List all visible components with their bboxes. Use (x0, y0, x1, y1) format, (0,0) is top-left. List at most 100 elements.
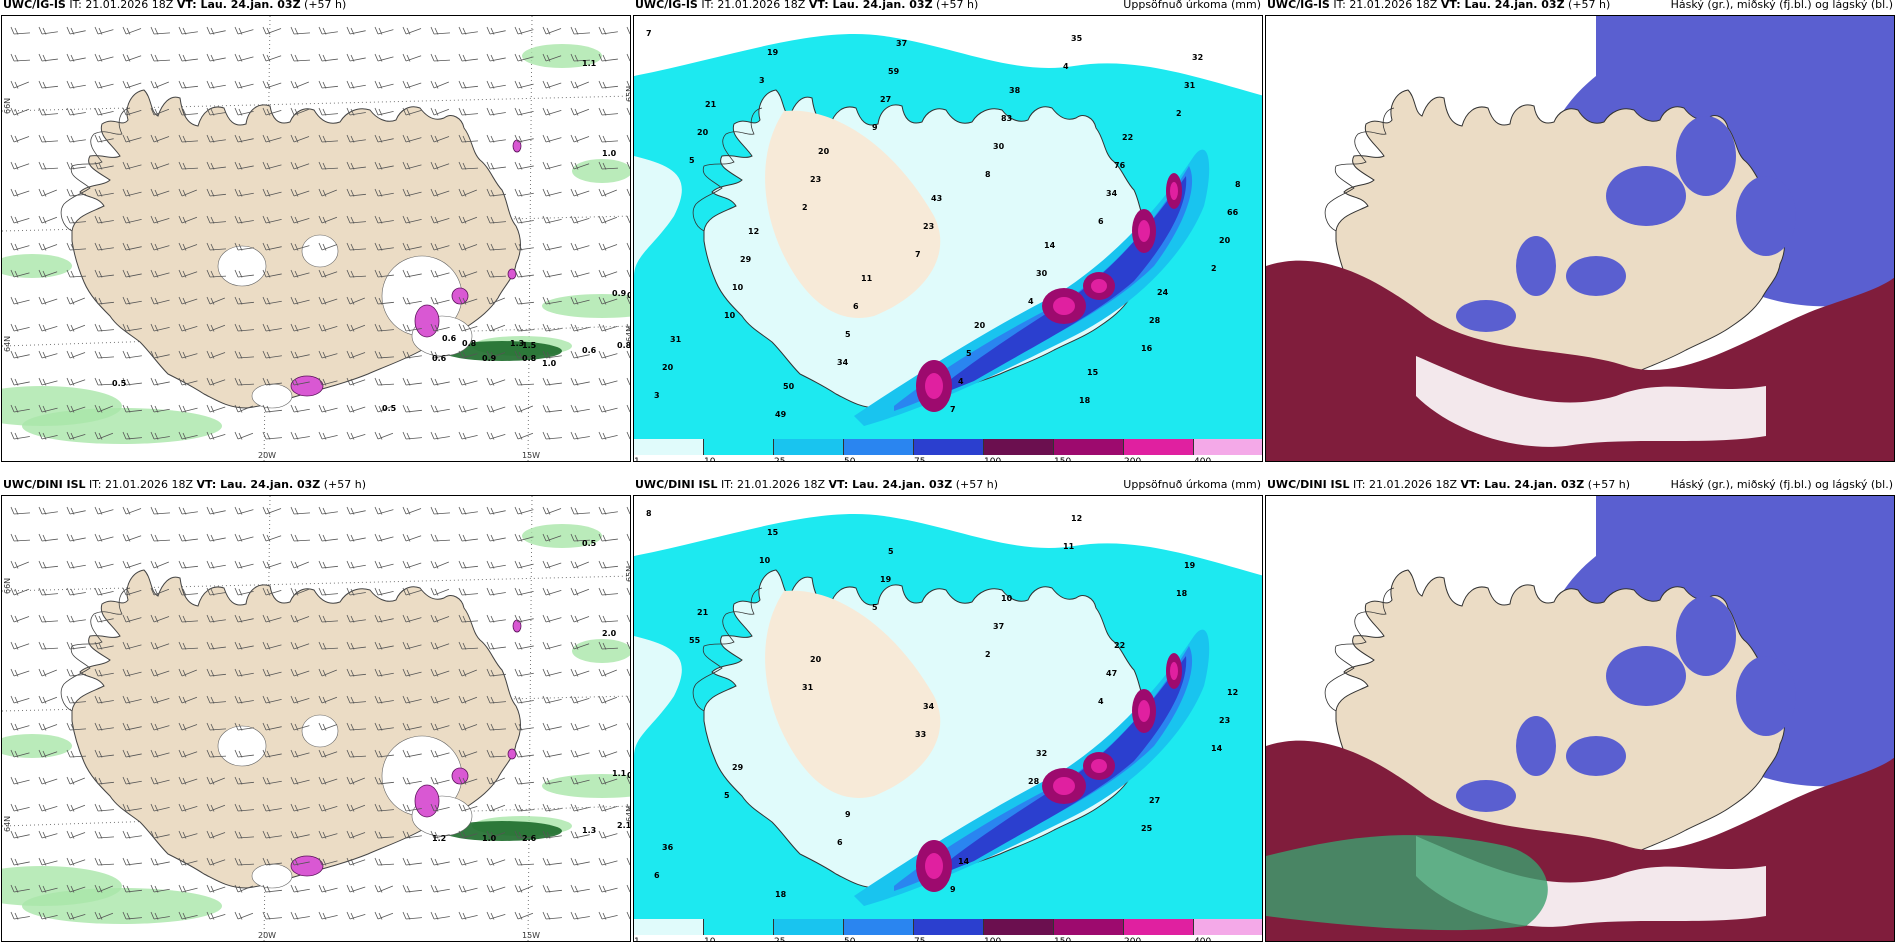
precip-value: 2 (1176, 109, 1182, 118)
heavy-precip-band (854, 629, 1210, 906)
init-time: IT: 21.01.2026 18Z (717, 478, 829, 491)
legend-swatch (914, 919, 984, 935)
precip-value: 30 (1036, 269, 1048, 278)
icing-value: 1.3 (510, 339, 524, 348)
precip-value: 37 (993, 622, 1004, 631)
icing-value: 2.6 (522, 834, 537, 843)
precip-value: 2 (985, 650, 991, 659)
icing-value: 0.5 (582, 539, 597, 548)
precip-value: 12 (748, 227, 759, 236)
green-icing-areas (2, 44, 630, 444)
grid-label: 64N (3, 336, 12, 352)
precip-value: 15 (767, 528, 779, 537)
precip-value: 24 (1157, 288, 1169, 297)
precip-value: 16 (1141, 344, 1153, 353)
precip-value: 34 (923, 702, 935, 711)
precip-value: 31 (1184, 81, 1196, 90)
precip-legend: 1 10 25 50 75 100 150 200 400 (634, 439, 1262, 462)
lead-time: (+57 h) (952, 478, 998, 491)
icing-value: 1.1 (582, 59, 597, 68)
precip-value: 6 (654, 871, 660, 880)
grid-label: 66N (3, 578, 12, 594)
precip-value: 19 (1184, 561, 1196, 570)
icing-values: 1.11.00.90.60.60.90.80.60.81.00.50.50.60… (112, 59, 631, 413)
icing-value: 0.9 (612, 289, 627, 298)
legend-tick: 25 (774, 937, 786, 942)
icing-value: 0.8 (617, 341, 631, 350)
legend-tick: 50 (844, 937, 856, 942)
precip-value: 23 (810, 175, 821, 184)
precip-value: 59 (888, 67, 900, 76)
precip-value: 25 (1141, 824, 1153, 833)
clear-areas (217, 714, 473, 889)
grid-label: 64N (625, 806, 631, 822)
legend-swatch (1194, 919, 1262, 935)
cloud-map-1 (1265, 15, 1895, 462)
icing-value: 1.0 (482, 834, 497, 843)
precipitation-map-1-svg: 7398621034742527416319273034201054353120… (634, 16, 1262, 441)
legend-swatch (984, 439, 1054, 455)
panel-header: UWC/IG-IS IT: 21.01.2026 18Z VT: Lau. 24… (3, 0, 346, 14)
precip-value: 32 (1192, 53, 1203, 62)
lead-time: (+57 h) (1564, 0, 1611, 11)
legend-tick: 1 (634, 457, 640, 462)
precip-value: 14 (1211, 744, 1223, 753)
legend-swatch (704, 439, 774, 455)
init-time: IT: 21.01.2026 18Z (1329, 0, 1441, 11)
dark-green-area (442, 341, 562, 361)
heavy-precip-band (854, 149, 1210, 426)
precip-value: 18 (1176, 589, 1188, 598)
precip-value: 28 (1149, 316, 1161, 325)
cloud-map-2-svg (1266, 496, 1894, 941)
precip-value: 5 (872, 603, 878, 612)
panel-header: UWC/IG-IS IT: 21.01.2026 18Z VT: Lau. 24… (635, 0, 978, 14)
precip-legend: 1 10 25 50 75 100 150 200 400 (634, 919, 1262, 942)
precip-value: 22 (1114, 641, 1125, 650)
wind-icing-map-2: 0.5 2.0 1.10.9 1.2 1.0 2.6 1.3 2.1 66N 64N 65N 64N 2… (1, 495, 631, 942)
icing-value: 1.5 (522, 341, 537, 350)
precip-value: 5 (888, 547, 894, 556)
precip-value: 31 (670, 335, 682, 344)
precip-values: 7398621034742527416319273034201054353120… (646, 29, 1241, 419)
precip-value: 23 (923, 222, 934, 231)
grid-label: 15W (522, 451, 540, 460)
precip-value: 14 (958, 857, 970, 866)
legend-tick: 150 (1054, 457, 1072, 462)
precip-value: 76 (1114, 161, 1126, 170)
init-time: IT: 21.01.2026 18Z (85, 478, 197, 491)
legend-tick: 200 (1124, 937, 1142, 942)
icing-magenta (290, 139, 522, 397)
icing-value: 0.5 (382, 404, 397, 413)
precip-value: 21 (697, 608, 709, 617)
precip-value: 8 (1235, 180, 1241, 189)
precip-title: Uppsöfnuð úrkoma (mm) (1123, 478, 1261, 491)
coastline (60, 587, 131, 712)
model-name: UWC/DINI ISL (1267, 478, 1350, 491)
icing-value: 0.6 (442, 334, 457, 343)
panel-header: UWC/DINI ISL IT: 21.01.2026 18Z VT: Lau.… (635, 478, 998, 494)
valid-time: VT: Lau. 24.jan. 03Z (176, 0, 301, 11)
dry-interior (765, 110, 941, 318)
icing-value: 0.9 (482, 354, 497, 363)
cloud-title: Háský (gr.), miðský (fj.bl.) og lágský (… (1670, 478, 1893, 491)
grid-label: 64N (3, 816, 12, 832)
precip-value: 20 (810, 655, 822, 664)
grid-label: 65N (625, 566, 631, 582)
precip-value: 47 (1106, 669, 1117, 678)
legend-swatch (634, 439, 704, 455)
icing-value: 0.9 (627, 771, 631, 780)
precip-value: 9 (872, 123, 878, 132)
cloud-title: Háský (gr.), miðský (fj.bl.) og lágský (… (1670, 0, 1893, 11)
legend-tick: 50 (844, 457, 856, 462)
precip-value: 9 (845, 810, 851, 819)
precip-value: 83 (1001, 114, 1012, 123)
precip-value: 19 (880, 575, 892, 584)
precip-value: 7 (950, 405, 956, 414)
init-time: IT: 21.01.2026 18Z (697, 0, 809, 11)
model-name: UWC/IG-IS (635, 0, 698, 11)
legend-swatch (1124, 439, 1194, 455)
precip-value: 10 (759, 556, 771, 565)
model-name: UWC/DINI ISL (635, 478, 718, 491)
precip-value: 20 (662, 363, 674, 372)
legend-swatch (634, 919, 704, 935)
